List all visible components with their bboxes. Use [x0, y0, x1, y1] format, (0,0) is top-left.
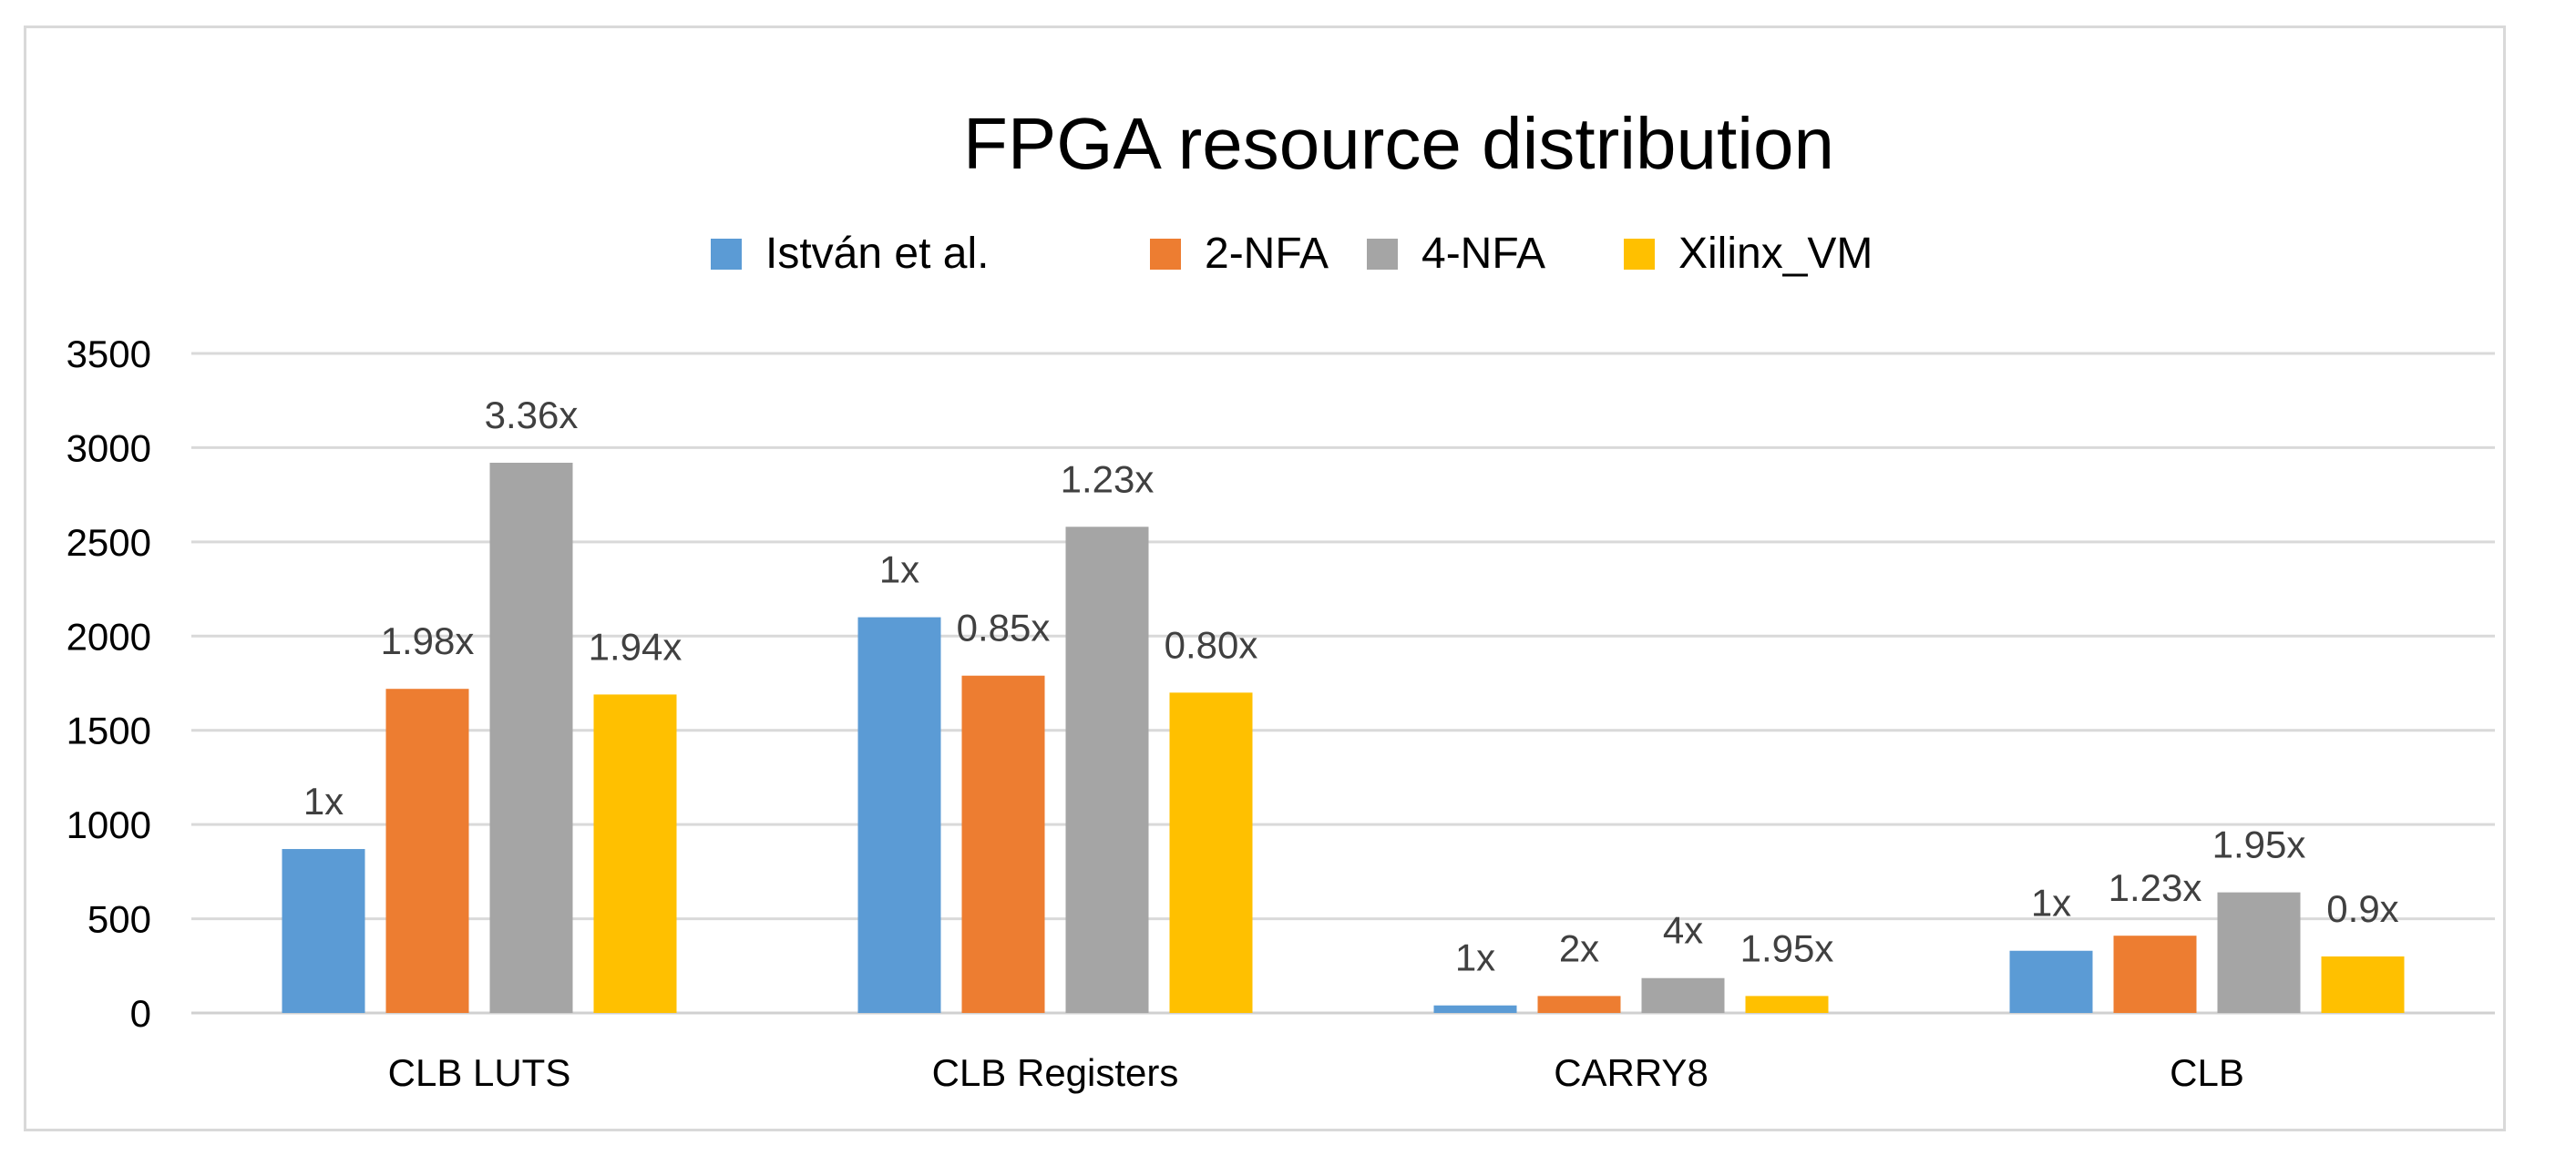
- legend-swatch: [711, 239, 742, 270]
- chart-title: FPGA resource distribution: [963, 103, 1834, 184]
- bar-2-nfa-clb: [2113, 936, 2197, 1013]
- data-label: 0.80x: [1165, 623, 1258, 666]
- x-category-label: CLB LUTS: [388, 1051, 571, 1094]
- y-tick-label: 2000: [67, 615, 151, 658]
- bar-xilinx-vm-carry8: [1745, 996, 1829, 1013]
- data-label: 1.98x: [381, 619, 475, 662]
- data-label: 4x: [1663, 909, 1703, 952]
- bar-4-nfa-carry8: [1641, 977, 1725, 1013]
- bar-4-nfa-clb-registers: [1065, 527, 1149, 1013]
- y-axis-ticks: 0 500 1000 1500 2000 2500 3000 3500: [67, 332, 151, 1035]
- bar-xilinx-vm-clb-registers: [1169, 692, 1253, 1013]
- data-label: 0.9x: [2326, 887, 2398, 930]
- bar-istv-n-et-al--carry8: [1433, 1005, 1517, 1013]
- data-label: 0.85x: [957, 607, 1051, 649]
- bar-xilinx-vm-clb: [2321, 956, 2405, 1013]
- y-tick-label: 3000: [67, 426, 151, 469]
- data-label: 2x: [1559, 926, 1599, 969]
- data-label: 3.36x: [485, 394, 579, 436]
- bar-istv-n-et-al--clb-registers: [857, 617, 941, 1013]
- bars: [282, 462, 2405, 1013]
- data-label: 1x: [303, 780, 344, 823]
- legend-label: Xilinx_VM: [1678, 230, 1873, 278]
- data-label: 1.95x: [1740, 926, 1834, 969]
- data-label: 1.94x: [589, 625, 682, 668]
- legend-label: 4-NFA: [1421, 230, 1545, 278]
- legend-swatch: [1367, 239, 1398, 270]
- y-tick-label: 1500: [67, 710, 151, 752]
- bar-4-nfa-clb-luts: [489, 462, 573, 1013]
- bar-2-nfa-carry8: [1537, 996, 1621, 1013]
- bar-2-nfa-clb-luts: [385, 689, 469, 1013]
- gridlines: [191, 352, 2495, 1015]
- legend: István et al. 2-NFA 4-NFA Xilinx_VM: [711, 230, 1873, 278]
- data-label: 1x: [2031, 882, 2071, 925]
- y-tick-label: 500: [87, 898, 151, 941]
- data-label: 1.95x: [2212, 823, 2306, 866]
- data-label: 1.23x: [2109, 866, 2202, 909]
- bar-2-nfa-clb-registers: [961, 675, 1045, 1013]
- legend-swatch: [1150, 239, 1181, 270]
- x-category-label: CLB Registers: [932, 1051, 1179, 1094]
- y-tick-label: 0: [130, 992, 151, 1035]
- x-category-label: CLB: [2170, 1051, 2244, 1094]
- data-label: 1.23x: [1061, 457, 1155, 500]
- data-label: 1x: [879, 548, 919, 591]
- x-axis-categories: CLB LUTS CLB Registers CARRY8 CLB: [388, 1051, 2244, 1094]
- bar-xilinx-vm-clb-luts: [593, 694, 677, 1013]
- bar-istv-n-et-al--clb-luts: [282, 849, 365, 1013]
- x-category-label: CARRY8: [1554, 1051, 1709, 1094]
- legend-label: István et al.: [765, 230, 989, 278]
- legend-swatch: [1624, 239, 1655, 270]
- bar-istv-n-et-al--clb: [2009, 950, 2093, 1013]
- legend-label: 2-NFA: [1205, 230, 1329, 278]
- bar-4-nfa-clb: [2217, 892, 2301, 1013]
- y-tick-label: 2500: [67, 521, 151, 564]
- data-label: 1x: [1455, 936, 1495, 979]
- y-tick-label: 3500: [67, 332, 151, 375]
- data-labels: 1x 1.98x 3.36x 1.94x 1x 0.85x 1.23x 0.80x 1x 2x 4x…: [303, 394, 2399, 979]
- y-tick-label: 1000: [67, 803, 151, 846]
